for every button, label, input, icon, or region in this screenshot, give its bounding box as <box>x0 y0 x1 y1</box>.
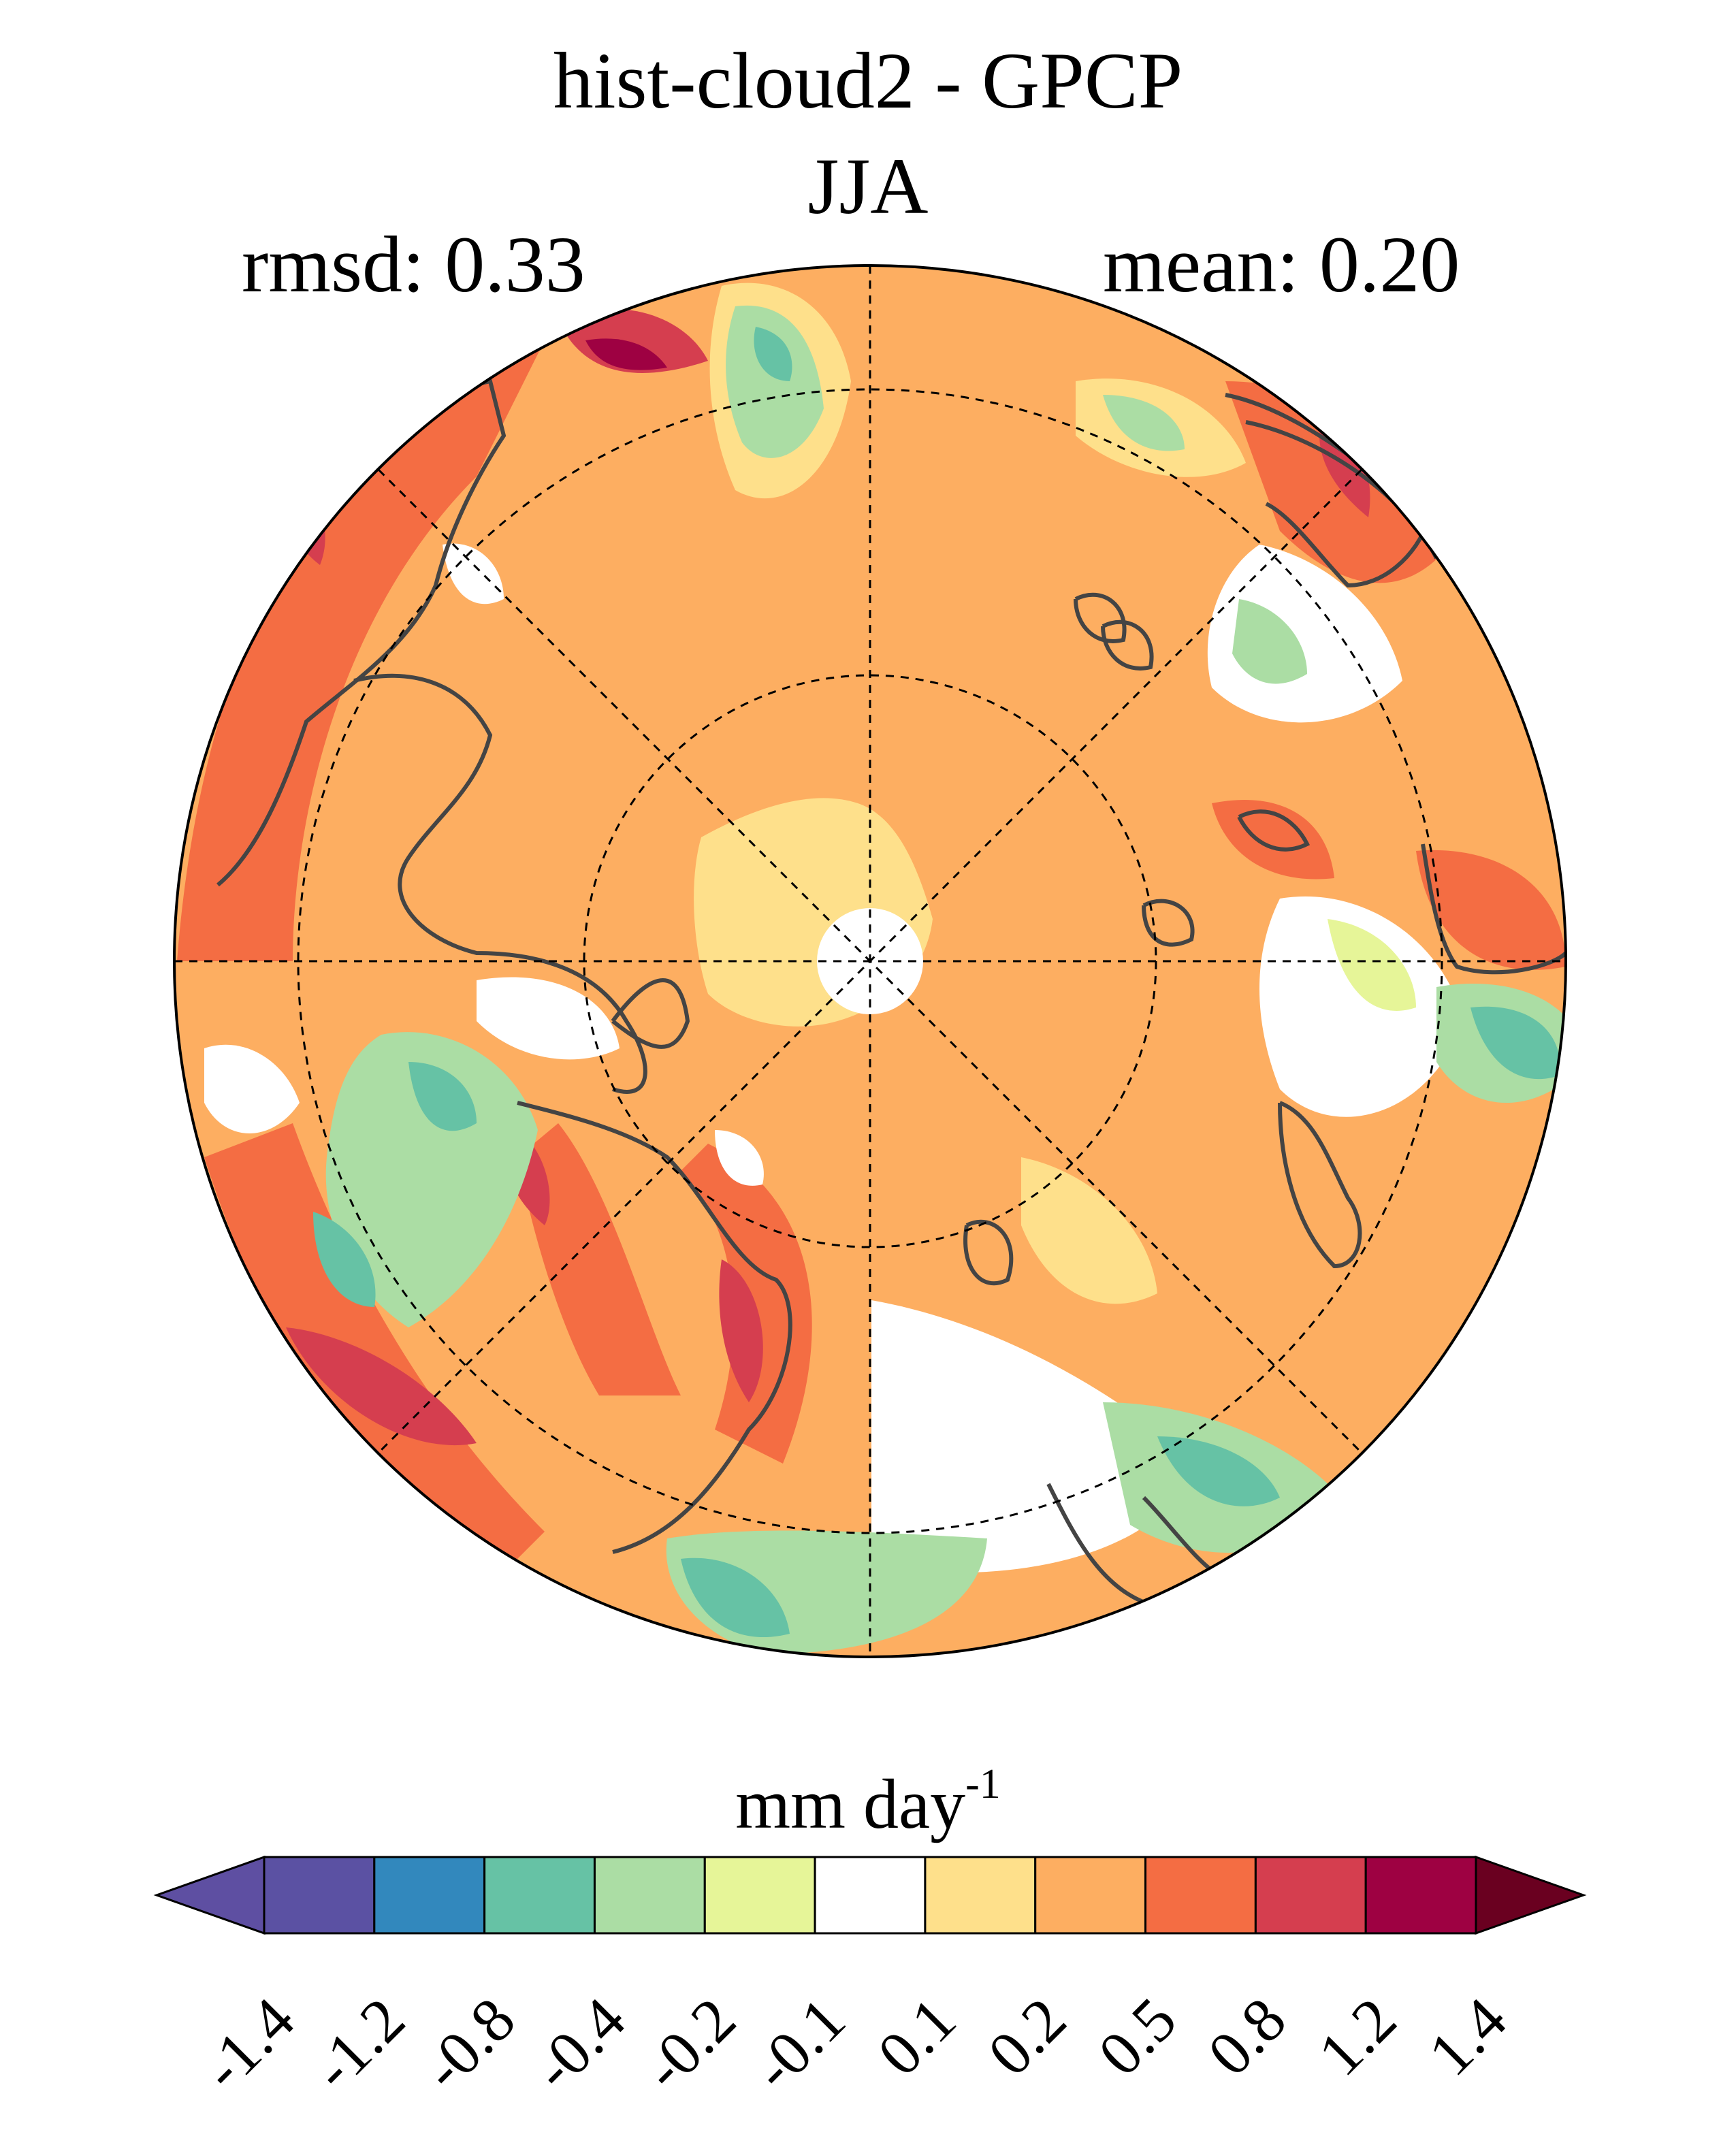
season-label: JJA <box>807 142 929 231</box>
colorbar-swatch <box>373 1856 486 1935</box>
colorbar-swatch <box>1254 1856 1367 1935</box>
colorbar-swatch <box>1034 1856 1147 1935</box>
colorbar-swatch <box>1144 1856 1257 1935</box>
colorbar-extend-low <box>153 1855 266 1935</box>
map-frame <box>173 264 1567 1658</box>
colorbar <box>153 1855 1587 1935</box>
colorbar-swatch <box>703 1856 816 1935</box>
colorbar-units: mm day-1 <box>735 1761 1001 1843</box>
colorbar-swatch <box>814 1856 927 1935</box>
colorbar-swatch <box>1364 1856 1477 1935</box>
mean-label: mean: 0.20 <box>1103 220 1460 309</box>
colorbar-extend-high <box>1475 1855 1587 1935</box>
graticule <box>174 265 1566 1657</box>
colorbar-swatch <box>483 1856 596 1935</box>
rmsd-label: rmsd: 0.33 <box>242 220 585 309</box>
colorbar-swatch <box>263 1856 376 1935</box>
map-title: hist-cloud2 - GPCP <box>553 36 1183 125</box>
colorbar-swatch <box>593 1856 706 1935</box>
colorbar-swatch <box>924 1856 1037 1935</box>
